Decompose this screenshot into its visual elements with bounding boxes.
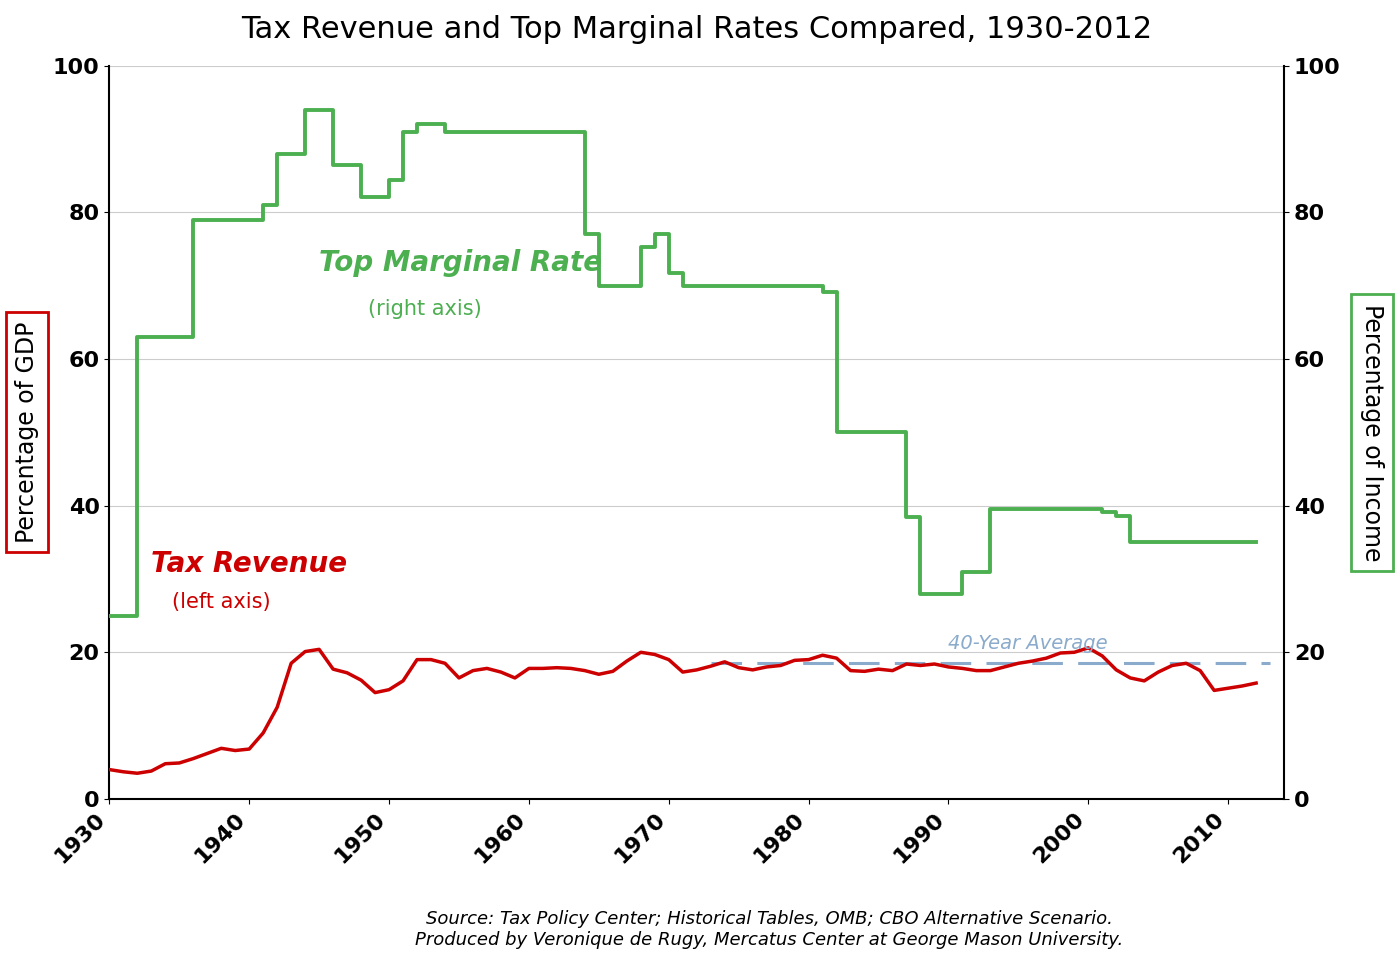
Text: Top Marginal Rate: Top Marginal Rate <box>319 249 602 277</box>
Text: Tax Revenue: Tax Revenue <box>151 549 347 578</box>
Text: Source: Tax Policy Center; Historical Tables, OMB; CBO Alternative Scenario.
Pro: Source: Tax Policy Center; Historical Ta… <box>416 910 1123 949</box>
Text: 40-Year Average: 40-Year Average <box>949 634 1108 652</box>
Text: (left axis): (left axis) <box>172 592 271 612</box>
Text: (right axis): (right axis) <box>368 299 481 319</box>
Y-axis label: Percentage of GDP: Percentage of GDP <box>15 322 39 543</box>
Title: Tax Revenue and Top Marginal Rates Compared, 1930-2012: Tax Revenue and Top Marginal Rates Compa… <box>241 15 1153 44</box>
Y-axis label: Percentage of Income: Percentage of Income <box>1360 303 1384 561</box>
